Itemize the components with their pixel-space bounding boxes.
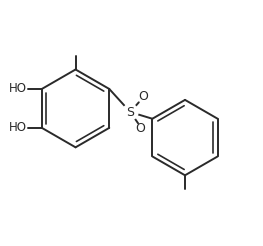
Text: S: S xyxy=(126,106,134,119)
Text: O: O xyxy=(135,122,145,135)
Text: HO: HO xyxy=(9,82,27,95)
Text: HO: HO xyxy=(9,121,27,134)
Circle shape xyxy=(123,104,138,120)
Text: O: O xyxy=(139,91,149,104)
